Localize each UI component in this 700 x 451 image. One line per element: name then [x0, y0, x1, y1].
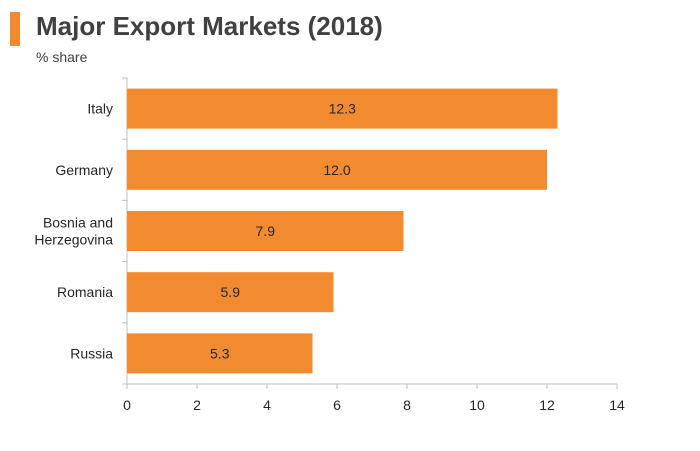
bar-0 [127, 88, 558, 129]
data-label-4: 5.3 [210, 345, 230, 361]
title-accent-bar [10, 12, 20, 46]
bar-3 [127, 272, 334, 313]
data-label-2: 7.9 [256, 223, 276, 239]
category-label-2: Bosnia and Herzegovina [34, 215, 113, 248]
x-tick-label: 12 [539, 397, 555, 413]
category-label-4: Russia [70, 345, 113, 361]
category-label-1: Germany [55, 162, 113, 178]
chart-title: Major Export Markets (2018) [36, 11, 383, 41]
bar-1 [127, 149, 547, 190]
x-tick-label: 10 [469, 397, 485, 413]
chart-subtitle: % share [36, 49, 88, 65]
data-label-1: 12.0 [323, 162, 350, 178]
x-tick-label: 6 [333, 397, 341, 413]
category-label-0: Italy [87, 101, 113, 117]
x-tick-label: 0 [123, 397, 131, 413]
bar-4 [127, 333, 313, 374]
data-label-3: 5.9 [221, 284, 241, 300]
data-label-0: 12.3 [329, 101, 356, 117]
x-tick-label: 2 [193, 397, 201, 413]
bar-2 [127, 211, 404, 251]
category-label-3: Romania [57, 284, 113, 300]
x-tick-label: 4 [263, 397, 271, 413]
x-tick-label: 8 [403, 397, 411, 413]
x-tick-label: 14 [609, 397, 625, 413]
